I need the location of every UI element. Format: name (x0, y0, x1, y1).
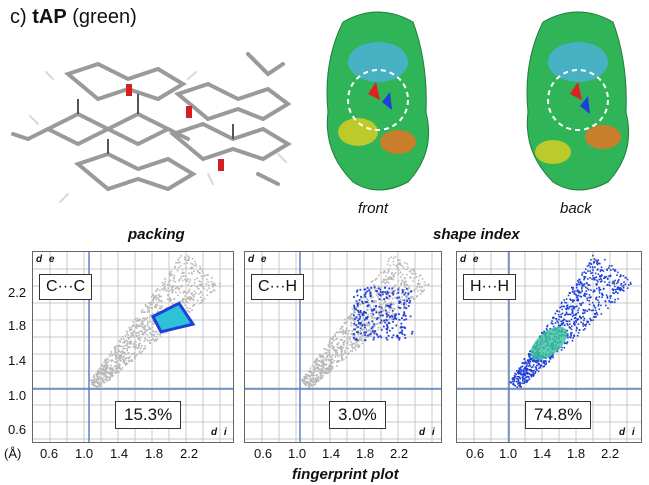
y-tick: 0.6 (8, 422, 27, 437)
x-tick: 1.4 (322, 446, 341, 461)
di-axis-label: d i (211, 427, 229, 438)
x-tick: 2.2 (601, 446, 620, 461)
panel-label: c) (10, 6, 27, 28)
back-label: back (560, 200, 592, 217)
y-tick: 2.2 (8, 285, 27, 300)
fingerprint-plot-1: d e d i C···C 15.3% (32, 251, 234, 443)
contact-tag: C···C (39, 274, 93, 300)
y-tick: 1.0 (8, 388, 27, 403)
unit-label: (Å) (4, 446, 22, 461)
x-tick: 1.0 (75, 446, 94, 461)
x-tick: 1.0 (499, 446, 518, 461)
color-note: (green) (72, 6, 137, 28)
x-tick: 1.4 (110, 446, 129, 461)
percent-box: 3.0% (329, 401, 386, 429)
packing-label: packing (128, 226, 185, 243)
de-axis-label: d e (460, 254, 481, 265)
front-label: front (358, 200, 389, 217)
x-tick: 0.6 (254, 446, 273, 461)
x-tick: 1.4 (533, 446, 552, 461)
de-axis-label: d e (248, 254, 269, 265)
di-axis-label: d i (619, 427, 637, 438)
x-tick: 2.2 (390, 446, 409, 461)
fingerprint-label: fingerprint plot (292, 466, 399, 483)
x-tick: 1.8 (356, 446, 375, 461)
contact-tag: H···H (463, 274, 517, 300)
x-tick: 0.6 (40, 446, 59, 461)
di-axis-label: d i (419, 427, 437, 438)
fingerprint-plot-2: d e d i C···H 3.0% (244, 251, 442, 443)
x-tick: 1.8 (145, 446, 164, 461)
x-tick: 2.2 (180, 446, 199, 461)
surface-back (526, 11, 630, 191)
fingerprint-plot-3: d e d i H···H 74.8% (456, 251, 642, 443)
y-tick: 1.8 (8, 318, 27, 333)
percent-box: 74.8% (525, 401, 592, 429)
percent-box: 15.3% (115, 401, 182, 429)
contact-tag: C···H (251, 274, 305, 300)
packing-illustration (11, 52, 292, 203)
x-tick: 0.6 (466, 446, 485, 461)
shape-index-label: shape index (433, 226, 520, 243)
de-axis-label: d e (36, 254, 57, 265)
compound-name: tAP (32, 6, 67, 28)
x-tick: 1.8 (567, 446, 586, 461)
x-tick: 1.0 (288, 446, 307, 461)
panel-title: c) tAP (green) (10, 6, 137, 29)
surface-front (326, 11, 430, 191)
y-tick: 1.4 (8, 353, 27, 368)
